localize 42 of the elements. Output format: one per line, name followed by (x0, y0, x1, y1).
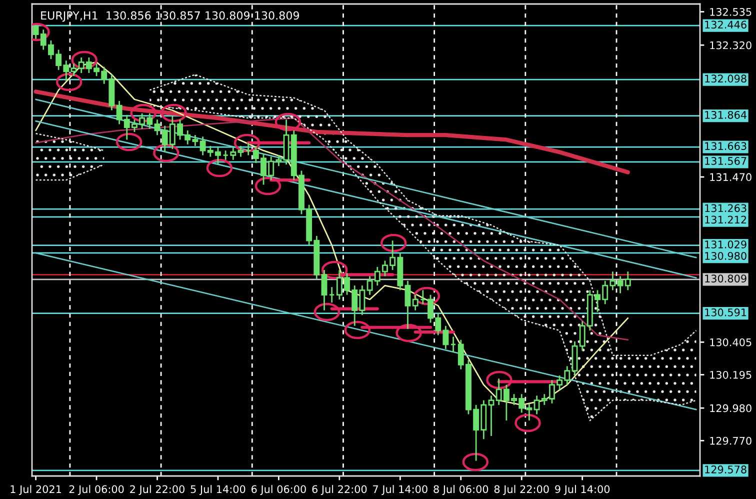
x-tick-label: 1 Jul 2021 (10, 485, 61, 496)
ref-line-label: 131.864 (705, 110, 746, 119)
ref-line-label: 131.029 (705, 240, 746, 248)
ref-line-label: 131.212 (705, 216, 746, 224)
x-tick-label: 6 Jul 06:00 (252, 485, 306, 496)
candlestick (222, 150, 229, 161)
x-tick-label: 7 Jul 14:00 (373, 485, 428, 496)
y-tick-label: 132.320 (710, 41, 752, 50)
ref-line-label: 132.098 (705, 74, 746, 83)
x-tick-label: 2 Jul 06:00 (69, 485, 124, 496)
ref-line-label: 130.980 (705, 252, 746, 260)
line-series (34, 90, 630, 174)
y-tick-label: 130.405 (710, 338, 752, 346)
ref-line-label: 131.263 (705, 204, 746, 212)
ref-line-label: 130.809 (705, 274, 746, 282)
y-tick-label: 130.195 (710, 370, 752, 379)
ref-line-label: 131.567 (705, 157, 746, 165)
y-tick-label: 131.470 (710, 173, 752, 182)
x-tick-label: 9 Jul 14:00 (555, 485, 610, 496)
x-tick-label: 8 Jul 22:00 (494, 485, 549, 496)
line-series (35, 117, 629, 341)
text: EURJPY,H1 130.856 130.857 130.809 130.809 (41, 11, 300, 22)
ref-line-label: 132.446 (705, 20, 746, 29)
candlestick (328, 286, 335, 304)
x-tick-label: 6 Jul 22:00 (312, 485, 367, 496)
x-tick-label: 5 Jul 14:00 (190, 485, 246, 496)
y-tick-label: 132.535 (710, 8, 752, 16)
candlestick (154, 118, 160, 136)
candlestick (70, 63, 77, 77)
x-tick-label: 8 Jul 06:00 (434, 485, 488, 496)
candlestick (230, 146, 236, 161)
candlestick (412, 294, 418, 312)
ref-line-label: 130.591 (705, 308, 746, 316)
candlestick (404, 280, 411, 330)
candlestick (321, 269, 328, 312)
candlestick (488, 394, 494, 437)
ref-line-label: 129.578 (705, 466, 746, 474)
x-tick-label: 2 Jul 22:00 (130, 485, 184, 496)
ref-line-label: 131.663 (705, 142, 746, 150)
y-tick-label: 129.770 (710, 436, 752, 445)
y-tick-label: 129.980 (710, 404, 752, 412)
line-series (149, 74, 697, 356)
